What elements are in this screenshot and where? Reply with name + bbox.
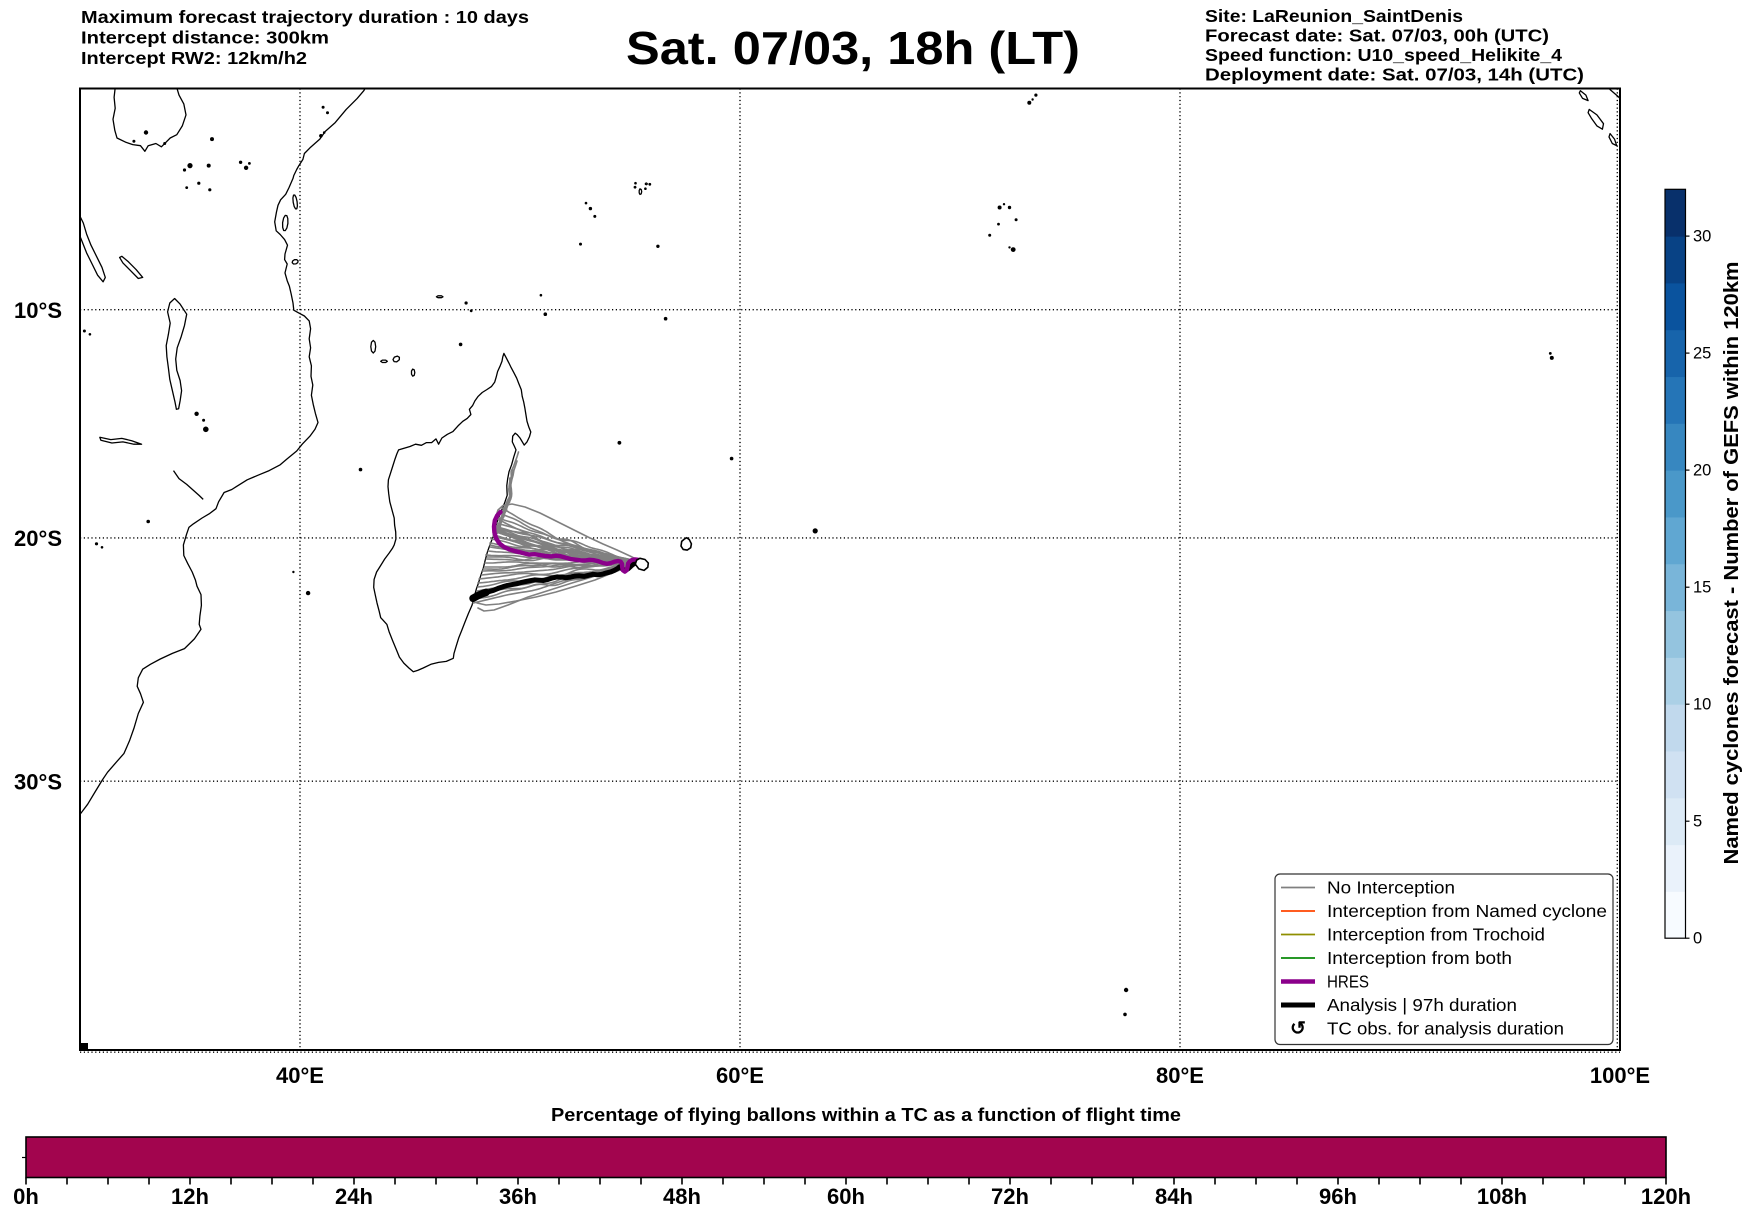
svg-text:Site: LaReunion_SaintDenis: Site: LaReunion_SaintDenis xyxy=(1205,6,1463,26)
svg-text:15: 15 xyxy=(1693,579,1711,597)
svg-text:No Interception: No Interception xyxy=(1327,878,1455,898)
svg-text:20°S: 20°S xyxy=(14,526,62,551)
svg-text:5: 5 xyxy=(1693,813,1702,831)
svg-text:60°E: 60°E xyxy=(716,1063,764,1088)
svg-text:60h: 60h xyxy=(827,1184,865,1209)
svg-text:0h: 0h xyxy=(13,1184,39,1209)
svg-text:20: 20 xyxy=(1693,461,1711,479)
svg-text:Percentage of flying ballons w: Percentage of flying ballons within a TC… xyxy=(551,1105,1181,1125)
svg-text:25: 25 xyxy=(1693,344,1711,362)
svg-text:12h: 12h xyxy=(171,1184,209,1209)
svg-text:108h: 108h xyxy=(1477,1184,1527,1209)
svg-text:24h: 24h xyxy=(335,1184,373,1209)
svg-text:Named cyclones forecast - Numb: Named cyclones forecast - Number of GEFS… xyxy=(1721,262,1743,865)
svg-text:84h: 84h xyxy=(1155,1184,1193,1209)
svg-text:Interception from Named cyclon: Interception from Named cyclone xyxy=(1327,901,1607,921)
svg-text:10°S: 10°S xyxy=(14,298,62,323)
svg-text:TC obs. for analysis duration: TC obs. for analysis duration xyxy=(1327,1019,1564,1039)
svg-text:120h: 120h xyxy=(1641,1184,1691,1209)
svg-text:Intercept distance: 300km: Intercept distance: 300km xyxy=(81,28,329,48)
svg-text:96h: 96h xyxy=(1319,1184,1357,1209)
svg-text:0: 0 xyxy=(1693,930,1702,948)
svg-text:100°E: 100°E xyxy=(1590,1063,1650,1088)
svg-text:Interception from Trochoid: Interception from Trochoid xyxy=(1327,925,1545,945)
svg-text:Forecast date: Sat. 07/03, 00h: Forecast date: Sat. 07/03, 00h (UTC) xyxy=(1205,26,1549,46)
svg-text:↺: ↺ xyxy=(1290,1019,1306,1040)
svg-text:HRES: HRES xyxy=(1327,972,1369,992)
svg-text:Interception from both: Interception from both xyxy=(1327,948,1512,968)
svg-text:Deployment date: Sat. 07/03, 1: Deployment date: Sat. 07/03, 14h (UTC) xyxy=(1205,65,1584,85)
svg-text:30°S: 30°S xyxy=(14,770,62,795)
svg-text:72h: 72h xyxy=(991,1184,1029,1209)
svg-text:Sat. 07/03, 18h (LT): Sat. 07/03, 18h (LT) xyxy=(626,22,1080,74)
svg-text:40°E: 40°E xyxy=(276,1063,324,1088)
svg-text:Maximum forecast trajectory du: Maximum forecast trajectory duration : 1… xyxy=(81,7,529,27)
svg-text:Speed function: U10_speed_Heli: Speed function: U10_speed_Helikite_4 xyxy=(1205,45,1562,65)
svg-text:30: 30 xyxy=(1693,227,1711,245)
svg-text:10: 10 xyxy=(1693,696,1711,714)
svg-text:80°E: 80°E xyxy=(1156,1063,1204,1088)
svg-text:Intercept RW2: 12km/h2: Intercept RW2: 12km/h2 xyxy=(81,48,307,68)
svg-text:36h: 36h xyxy=(499,1184,537,1209)
svg-text:48h: 48h xyxy=(663,1184,701,1209)
svg-text:Analysis | 97h duration: Analysis | 97h duration xyxy=(1327,995,1517,1015)
